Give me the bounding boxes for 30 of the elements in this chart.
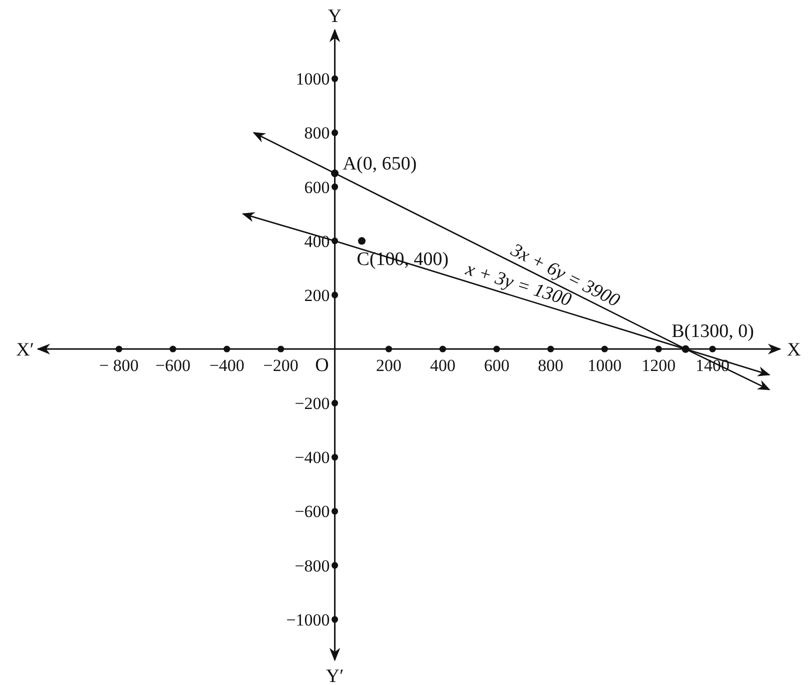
annotation: A(0, 650) bbox=[342, 153, 417, 174]
annotation: O bbox=[315, 355, 329, 376]
y-tick-label: 200 bbox=[304, 286, 330, 305]
x-tick-label: 1000 bbox=[588, 356, 622, 376]
point bbox=[358, 237, 366, 245]
y-axis-title: Y bbox=[328, 6, 342, 27]
x-tick-label: 600 bbox=[484, 356, 510, 376]
y-tick-label: 400 bbox=[304, 232, 330, 251]
x-tick-label: − 800 bbox=[99, 356, 139, 376]
x-tick-label: 800 bbox=[538, 356, 564, 376]
x-axis-title: X bbox=[787, 340, 801, 361]
x-tick-label: 200 bbox=[376, 356, 402, 376]
text: Y′ bbox=[326, 666, 344, 685]
y-tick-label: 600 bbox=[304, 178, 330, 197]
y-tick-label: −1000 bbox=[286, 610, 330, 630]
x-tick-label: −400 bbox=[209, 356, 244, 376]
x-tick-label: 400 bbox=[430, 356, 456, 376]
y-tick-label: −800 bbox=[294, 556, 330, 576]
text: X′ bbox=[16, 340, 34, 361]
y-tick-label: −600 bbox=[294, 502, 330, 522]
y-tick-label: 1000 bbox=[296, 70, 330, 89]
y-tick-label: −400 bbox=[294, 448, 330, 468]
x-tick-label: −600 bbox=[155, 356, 190, 376]
y-tick-label: 800 bbox=[304, 124, 330, 143]
x-tick-label: 1200 bbox=[642, 356, 676, 376]
annotation: B(1300, 0) bbox=[672, 321, 754, 342]
point bbox=[682, 345, 690, 353]
y-tick-label: −200 bbox=[294, 394, 330, 414]
x-tick-label: −200 bbox=[263, 356, 298, 376]
point bbox=[331, 170, 339, 178]
